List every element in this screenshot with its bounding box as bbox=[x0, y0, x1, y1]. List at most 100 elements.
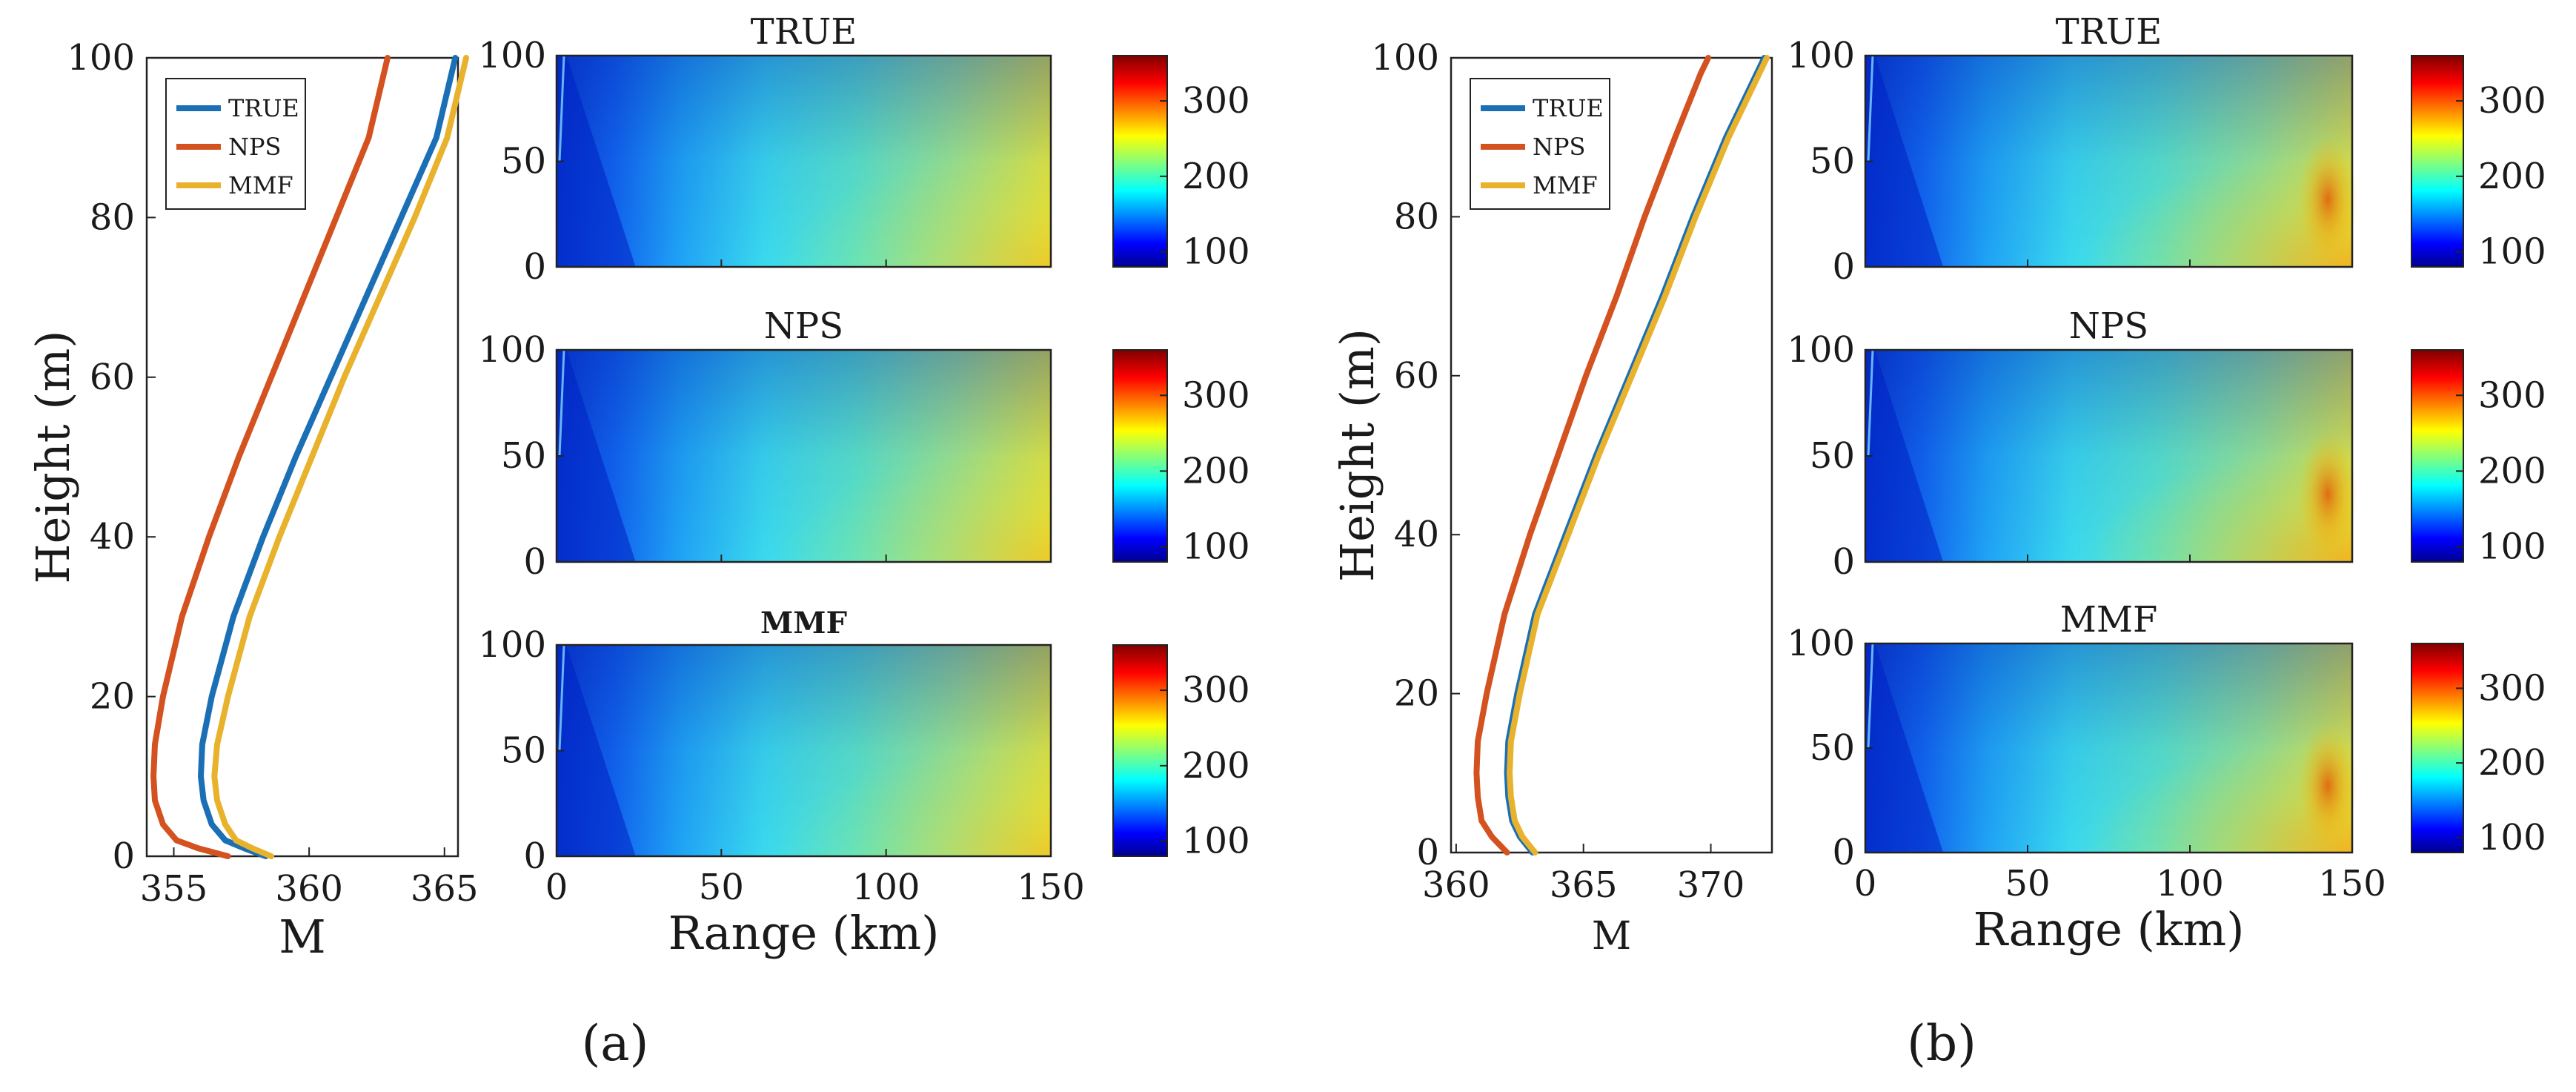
y-tick-label: 80 bbox=[1394, 196, 1439, 237]
legend-label-true: TRUE bbox=[1533, 94, 1604, 122]
series-line-true bbox=[198, 55, 459, 859]
colorbar-tick-label: 200 bbox=[2478, 450, 2546, 492]
x-tick-label: 365 bbox=[1550, 864, 1618, 906]
colorbar-tick-label: 100 bbox=[2478, 526, 2546, 568]
colorbar-tick-label: 200 bbox=[1182, 450, 1250, 492]
colorbar bbox=[1112, 644, 1168, 857]
heatmap-corner-warm bbox=[557, 645, 1051, 856]
hm-y-tick-label: 50 bbox=[501, 141, 546, 182]
hm-y-tick-label: 100 bbox=[478, 35, 546, 76]
heatmap-title: NPS bbox=[764, 305, 843, 347]
legend-label-mmf: MMF bbox=[228, 171, 293, 199]
y-tick-label: 100 bbox=[1371, 37, 1439, 79]
hm-y-tick-label: 100 bbox=[478, 624, 546, 666]
hm-y-tick-label: 100 bbox=[1787, 35, 1855, 76]
colorbar-tick-label: 100 bbox=[1182, 821, 1250, 862]
colorbar-tick-label: 100 bbox=[1182, 526, 1250, 568]
heatmap-hotspot bbox=[2298, 430, 2357, 558]
hm-x-axis-label: Range (km) bbox=[1974, 902, 2245, 956]
colorbar-tick-label: 300 bbox=[1182, 669, 1250, 711]
y-tick-label: 40 bbox=[1394, 514, 1439, 555]
colorbar-tick-label: 200 bbox=[1182, 745, 1250, 787]
y-tick-label: 60 bbox=[1394, 355, 1439, 397]
series-line-nps bbox=[1473, 55, 1712, 856]
x-tick-label: 365 bbox=[411, 868, 479, 910]
series-line-mmf bbox=[211, 55, 469, 859]
y-axis-label: Height (m) bbox=[26, 331, 80, 584]
colorbar bbox=[1112, 55, 1168, 268]
y-tick-label: 40 bbox=[90, 516, 135, 557]
hm-y-tick-label: 50 bbox=[1810, 435, 1855, 477]
heatmap-corner-warm bbox=[1865, 643, 2352, 853]
x-tick-label: 370 bbox=[1677, 864, 1745, 906]
hm-y-tick-label: 50 bbox=[501, 730, 546, 772]
hm-y-tick-label: 0 bbox=[1832, 246, 1855, 288]
colorbar bbox=[2411, 55, 2464, 268]
colorbar-tick-label: 100 bbox=[2478, 231, 2546, 273]
x-axis-label: M bbox=[279, 910, 325, 964]
hm-y-tick-label: 50 bbox=[501, 435, 546, 477]
hm-x-tick-label: 100 bbox=[852, 867, 920, 908]
colorbar-tick-label: 200 bbox=[1182, 156, 1250, 197]
x-axis-label: M bbox=[1592, 914, 1631, 959]
heatmap-title: MMF bbox=[760, 606, 847, 641]
y-axis-label: Height (m) bbox=[1330, 328, 1384, 582]
hm-y-tick-label: 0 bbox=[523, 835, 546, 877]
y-tick-label: 0 bbox=[112, 835, 135, 877]
heatmap-hotspot bbox=[2298, 136, 2357, 263]
colorbar-tick-label: 300 bbox=[1182, 374, 1250, 416]
hm-x-tick-label: 0 bbox=[1854, 863, 1877, 904]
y-tick-label: 80 bbox=[90, 196, 135, 238]
y-tick-label: 0 bbox=[1416, 832, 1439, 873]
series-line-mmf bbox=[1507, 55, 1770, 856]
hm-x-tick-label: 50 bbox=[2005, 863, 2050, 904]
hm-x-tick-label: 150 bbox=[1017, 867, 1085, 908]
hm-y-tick-label: 0 bbox=[1832, 541, 1855, 583]
hm-y-tick-label: 50 bbox=[1810, 141, 1855, 182]
y-tick-label: 60 bbox=[90, 357, 135, 398]
hm-x-tick-label: 150 bbox=[2318, 863, 2386, 904]
hm-y-tick-label: 50 bbox=[1810, 727, 1855, 769]
series-line-nps bbox=[150, 55, 391, 859]
legend-label-nps: NPS bbox=[1533, 133, 1585, 161]
hm-y-tick-label: 100 bbox=[1787, 623, 1855, 664]
x-tick-label: 360 bbox=[1422, 864, 1490, 906]
hm-x-tick-label: 50 bbox=[699, 867, 744, 908]
colorbar-tick-label: 300 bbox=[1182, 80, 1250, 122]
x-tick-label: 355 bbox=[140, 868, 208, 910]
colorbar bbox=[2411, 643, 2464, 853]
colorbar-tick-label: 300 bbox=[2478, 80, 2546, 122]
hm-y-tick-label: 100 bbox=[478, 329, 546, 371]
legend-label-mmf: MMF bbox=[1533, 171, 1598, 199]
hm-x-axis-label: Range (km) bbox=[668, 906, 940, 960]
legend-label-nps: NPS bbox=[228, 133, 281, 161]
caption-b: (b) bbox=[1907, 1015, 1976, 1072]
heatmap-corner-warm bbox=[557, 56, 1051, 267]
heatmap-corner-warm bbox=[557, 350, 1051, 562]
heatmap-hotspot bbox=[2298, 723, 2357, 849]
colorbar-tick-label: 300 bbox=[2478, 374, 2546, 416]
heatmap-corner-warm bbox=[1865, 350, 2352, 562]
heatmap-title: TRUE bbox=[2056, 11, 2162, 53]
hm-y-tick-label: 100 bbox=[1787, 329, 1855, 371]
colorbar bbox=[1112, 349, 1168, 563]
legend-label-true: TRUE bbox=[228, 94, 299, 122]
heatmap-title: TRUE bbox=[751, 11, 857, 53]
heatmap-title: NPS bbox=[2069, 305, 2148, 347]
x-tick-label: 360 bbox=[275, 868, 343, 910]
hm-y-tick-label: 0 bbox=[1832, 832, 1855, 873]
colorbar-tick-label: 100 bbox=[2478, 817, 2546, 858]
colorbar-tick-label: 200 bbox=[2478, 156, 2546, 197]
colorbar bbox=[2411, 349, 2464, 563]
colorbar-tick-label: 100 bbox=[1182, 231, 1250, 273]
hm-y-tick-label: 0 bbox=[523, 541, 546, 583]
heatmap-corner-warm bbox=[1865, 56, 2352, 267]
y-tick-label: 20 bbox=[1394, 673, 1439, 715]
hm-y-tick-label: 0 bbox=[523, 246, 546, 288]
heatmap-title: MMF bbox=[2060, 599, 2158, 641]
colorbar-tick-label: 300 bbox=[2478, 667, 2546, 709]
y-tick-label: 20 bbox=[90, 676, 135, 718]
caption-a: (a) bbox=[582, 1015, 649, 1072]
hm-x-tick-label: 0 bbox=[545, 867, 568, 908]
